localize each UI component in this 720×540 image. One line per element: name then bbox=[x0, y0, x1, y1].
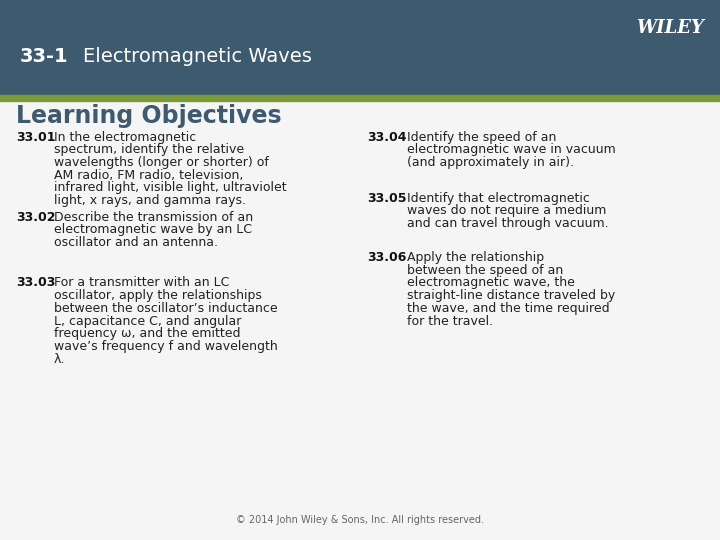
Text: for the travel.: for the travel. bbox=[407, 314, 493, 328]
Text: For a transmitter with an LC: For a transmitter with an LC bbox=[54, 276, 230, 289]
Text: oscillator, apply the relationships: oscillator, apply the relationships bbox=[54, 289, 262, 302]
Text: In the electromagnetic: In the electromagnetic bbox=[54, 131, 197, 144]
Text: WILEY: WILEY bbox=[636, 19, 704, 37]
Text: 33.05: 33.05 bbox=[367, 192, 407, 205]
Text: Identify the speed of an: Identify the speed of an bbox=[407, 131, 556, 144]
Text: spectrum, identify the relative: spectrum, identify the relative bbox=[54, 143, 244, 157]
Text: waves do not require a medium: waves do not require a medium bbox=[407, 204, 606, 218]
Text: 33.06: 33.06 bbox=[367, 251, 407, 264]
Text: frequency ω, and the emitted: frequency ω, and the emitted bbox=[54, 327, 240, 340]
Text: wave’s frequency f and wavelength: wave’s frequency f and wavelength bbox=[54, 340, 278, 353]
Text: 33.02: 33.02 bbox=[16, 211, 55, 224]
Text: λ.: λ. bbox=[54, 353, 66, 366]
Text: and can travel through vacuum.: and can travel through vacuum. bbox=[407, 217, 608, 230]
Text: AM radio, FM radio, television,: AM radio, FM radio, television, bbox=[54, 168, 243, 182]
Text: © 2014 John Wiley & Sons, Inc. All rights reserved.: © 2014 John Wiley & Sons, Inc. All right… bbox=[236, 515, 484, 525]
Text: light, x rays, and gamma rays.: light, x rays, and gamma rays. bbox=[54, 194, 246, 207]
Text: Electromagnetic Waves: Electromagnetic Waves bbox=[83, 47, 312, 66]
Text: 33-1: 33-1 bbox=[20, 47, 69, 66]
Text: 33.01: 33.01 bbox=[16, 131, 55, 144]
Text: L, capacitance C, and angular: L, capacitance C, and angular bbox=[54, 314, 241, 328]
Text: 33.04: 33.04 bbox=[367, 131, 407, 144]
Text: electromagnetic wave, the: electromagnetic wave, the bbox=[407, 276, 575, 289]
Text: electromagnetic wave by an LC: electromagnetic wave by an LC bbox=[54, 223, 252, 237]
Text: Identify that electromagnetic: Identify that electromagnetic bbox=[407, 192, 590, 205]
Text: the wave, and the time required: the wave, and the time required bbox=[407, 302, 609, 315]
Text: between the oscillator’s inductance: between the oscillator’s inductance bbox=[54, 302, 278, 315]
Text: Describe the transmission of an: Describe the transmission of an bbox=[54, 211, 253, 224]
Text: Learning Objectives: Learning Objectives bbox=[16, 104, 282, 128]
Text: oscillator and an antenna.: oscillator and an antenna. bbox=[54, 236, 218, 249]
Text: infrared light, visible light, ultraviolet: infrared light, visible light, ultraviol… bbox=[54, 181, 287, 194]
Text: Apply the relationship: Apply the relationship bbox=[407, 251, 544, 264]
Text: straight-line distance traveled by: straight-line distance traveled by bbox=[407, 289, 615, 302]
Text: (and approximately in air).: (and approximately in air). bbox=[407, 156, 574, 169]
Text: electromagnetic wave in vacuum: electromagnetic wave in vacuum bbox=[407, 143, 616, 157]
Text: wavelengths (longer or shorter) of: wavelengths (longer or shorter) of bbox=[54, 156, 269, 169]
Text: 33.03: 33.03 bbox=[16, 276, 55, 289]
Text: between the speed of an: between the speed of an bbox=[407, 264, 563, 277]
